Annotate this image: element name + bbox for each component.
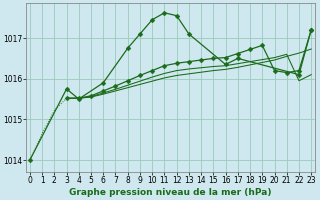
X-axis label: Graphe pression niveau de la mer (hPa): Graphe pression niveau de la mer (hPa) (69, 188, 272, 197)
